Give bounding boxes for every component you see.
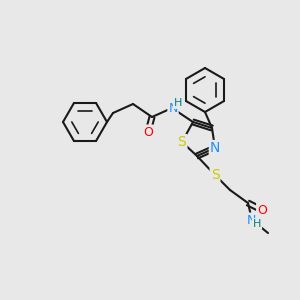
Text: N: N <box>210 141 220 155</box>
Text: S: S <box>211 168 219 182</box>
Text: N: N <box>246 214 256 226</box>
Text: N: N <box>168 103 178 116</box>
Text: O: O <box>257 203 267 217</box>
Text: S: S <box>178 135 186 149</box>
Text: H: H <box>174 98 182 108</box>
Text: O: O <box>143 125 153 139</box>
Text: H: H <box>253 219 261 229</box>
